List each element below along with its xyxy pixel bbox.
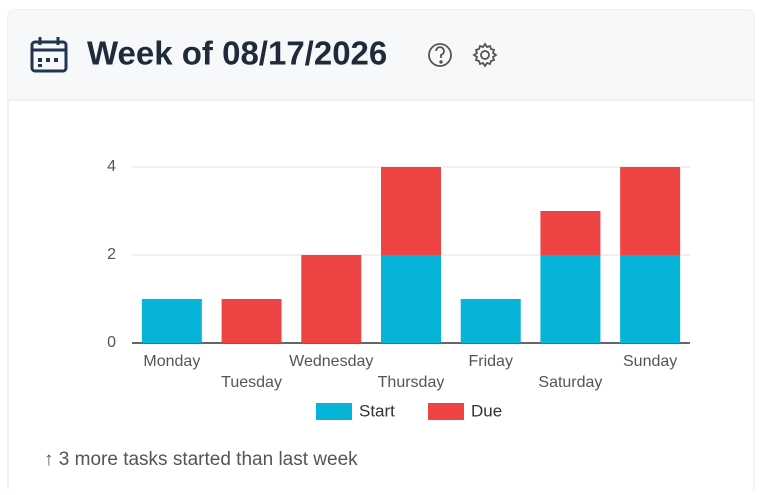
settings-icon[interactable] — [472, 42, 498, 68]
card-header — [8, 10, 754, 100]
legend-label: Start — [359, 401, 395, 420]
bar-segment — [221, 299, 282, 343]
x-tick-label: Wednesday — [289, 353, 373, 370]
bar-segment — [540, 255, 601, 343]
bar-segment — [620, 255, 681, 343]
x-tick-label: Tuesday — [221, 374, 282, 391]
bar-segment — [381, 167, 441, 255]
legend-swatch — [316, 403, 352, 420]
bar-segment — [301, 255, 362, 343]
bar-segment — [540, 211, 601, 255]
bar-segment — [460, 299, 521, 343]
legend-label: Due — [471, 401, 502, 420]
card-title: Week of 08/17/2026 — [87, 35, 387, 72]
help-icon[interactable] — [428, 43, 452, 67]
x-tick-label: Sunday — [623, 353, 677, 370]
y-tick-label: 0 — [107, 334, 116, 351]
x-tick-label: Saturday — [538, 374, 602, 391]
bar-segment — [381, 255, 441, 343]
x-tick-label: Thursday — [378, 374, 445, 391]
bar-segment — [620, 167, 681, 255]
bar-segment — [141, 299, 202, 343]
legend-swatch — [428, 403, 464, 420]
calendar-icon — [30, 37, 68, 73]
x-tick-label: Friday — [468, 353, 512, 370]
x-tick-label: Monday — [143, 353, 200, 370]
y-tick-label: 2 — [107, 246, 116, 263]
trend-note: ↑ 3 more tasks started than last week — [44, 449, 358, 470]
y-tick-label: 4 — [107, 158, 116, 175]
